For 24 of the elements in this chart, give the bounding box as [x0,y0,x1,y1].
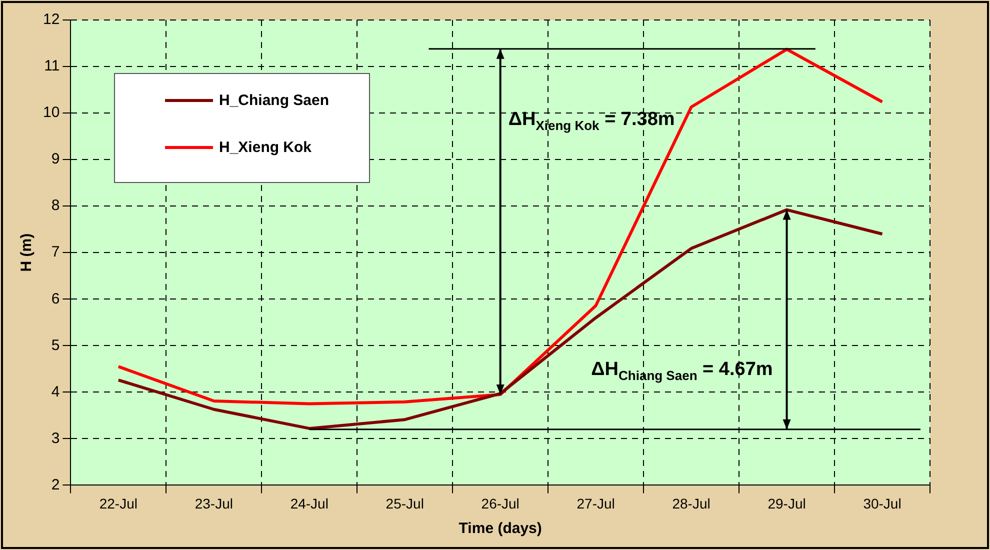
legend-label: H_Xieng Kok [219,139,312,156]
x-tick-label: 24-Jul [290,495,328,512]
y-tick-label: 12 [42,11,60,28]
y-tick-label: 2 [51,476,60,494]
y-tick-label: 7 [51,244,60,261]
x-tick-label: 22-Jul [99,495,138,512]
legend-label: H_Chiang Saen [219,92,330,109]
y-tick-label: 10 [42,104,60,122]
x-tick-label: 27-Jul [576,495,615,512]
x-axis-title: Time (days) [458,520,542,538]
y-tick-label: 6 [51,290,60,308]
x-tick-label: 23-Jul [194,495,233,512]
y-tick-label: 4 [51,383,60,400]
y-tick-label: 8 [51,197,60,214]
x-tick-label: 29-Jul [768,495,806,512]
x-tick-label: 30-Jul [863,495,902,512]
x-tick-label: 26-Jul [481,495,520,512]
x-tick-label: 25-Jul [386,495,424,512]
y-tick-label: 5 [51,336,60,354]
x-tick-label: 28-Jul [672,495,710,512]
y-axis-title: H (m) [18,233,36,272]
y-tick-label: 11 [44,58,60,75]
y-tick-label: 9 [51,150,60,168]
y-tick-label: 3 [51,430,60,447]
